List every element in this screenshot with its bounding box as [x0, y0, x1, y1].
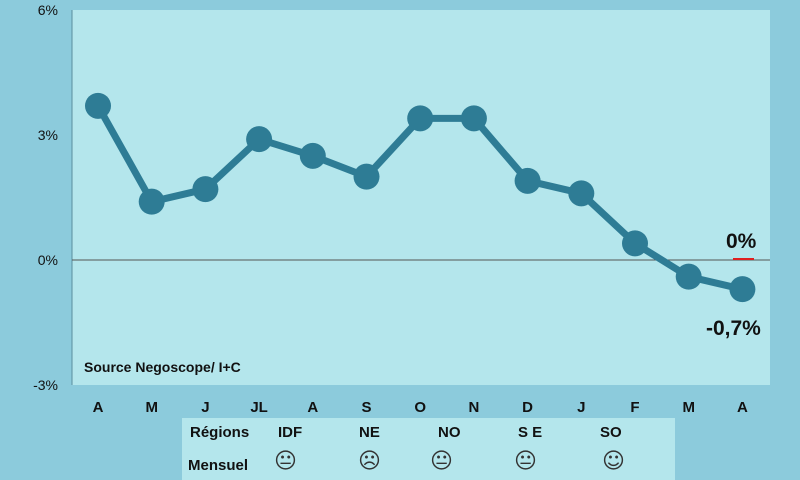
- x-tick-label: J: [577, 399, 585, 416]
- x-tick-label: N: [468, 399, 479, 416]
- x-tick-label: A: [737, 399, 748, 416]
- y-tick-label: -3%: [33, 377, 58, 393]
- data-point: [460, 105, 487, 132]
- regions-mood-table: Régions Mensuel IDF 😐 NE ☹ NO 😐 S E 😐 SO…: [182, 418, 675, 480]
- source-note: Source Negoscope/ I+C: [84, 359, 241, 375]
- region-name-so: SO: [600, 424, 622, 441]
- data-point: [192, 176, 219, 203]
- y-tick-label: 6%: [38, 2, 58, 18]
- data-point: [675, 263, 702, 290]
- data-point: [622, 230, 648, 257]
- data-point: [299, 142, 326, 169]
- x-tick-label: F: [630, 399, 639, 416]
- x-tick-label: O: [414, 399, 426, 416]
- regions-header-label: Régions: [190, 424, 250, 441]
- data-point: [729, 276, 756, 303]
- x-tick-label: J: [201, 399, 209, 416]
- data-point: [407, 105, 434, 132]
- region-name-ne: NE: [359, 424, 380, 441]
- x-tick-label: A: [307, 399, 318, 416]
- region-name-idf: IDF: [278, 424, 303, 441]
- sad-face-icon: ☹: [358, 449, 381, 474]
- callout-last-value: -0,7%: [706, 317, 761, 340]
- data-point: [85, 92, 111, 119]
- callout-zero: 0%: [726, 230, 757, 253]
- x-tick-label: D: [522, 399, 533, 416]
- data-point: [514, 167, 541, 194]
- data-point: [138, 188, 165, 215]
- y-tick-label: 0%: [38, 252, 58, 268]
- smiley-face-icon: ☺: [602, 449, 625, 474]
- data-point: [568, 180, 595, 207]
- x-tick-label: S: [361, 399, 371, 416]
- x-tick-label: A: [93, 399, 104, 416]
- y-tick-label: 3%: [38, 127, 58, 143]
- region-name-no: NO: [438, 424, 461, 441]
- line-chart: -3% 0% 3% 6% A M J JL A S O N D J F M A Source Negoscop…: [33, 2, 770, 416]
- neutral-face-icon: 😐: [514, 449, 537, 474]
- plot-area: [72, 10, 770, 385]
- data-point: [246, 126, 273, 153]
- neutral-face-icon: 😐: [274, 449, 297, 474]
- x-tick-label: JL: [250, 399, 268, 416]
- data-point: [353, 163, 380, 190]
- x-tick-label: M: [682, 399, 695, 416]
- monthly-row-label: Mensuel: [188, 457, 249, 474]
- neutral-face-icon: 😐: [430, 449, 453, 474]
- region-name-se: S E: [518, 424, 543, 441]
- x-tick-label: M: [145, 399, 158, 416]
